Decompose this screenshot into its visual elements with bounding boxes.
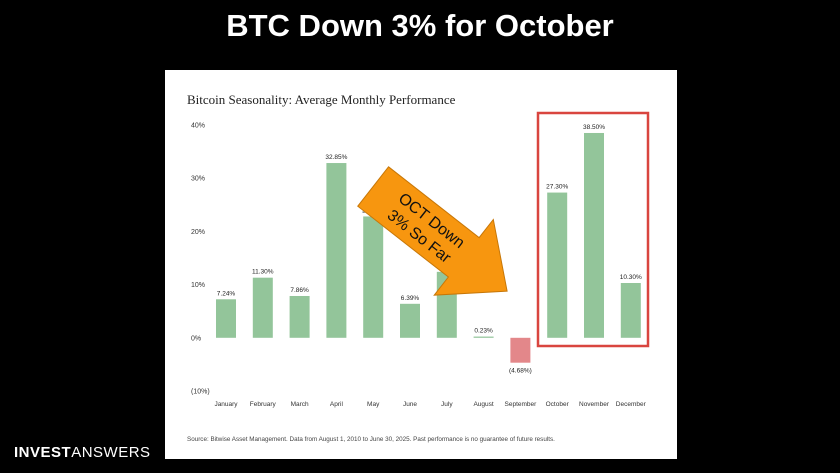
x-tick-label: June <box>403 401 417 408</box>
x-tick-label: April <box>330 401 344 408</box>
bar-june <box>400 303 420 338</box>
data-label: 38.50% <box>583 124 605 131</box>
x-tick-label: May <box>367 401 380 408</box>
y-tick-label: 20% <box>191 229 205 236</box>
bar-february <box>252 277 273 338</box>
seasonality-chart: Bitcoin Seasonality: Average Monthly Per… <box>187 92 650 443</box>
data-label: 11.30% <box>252 269 274 276</box>
data-label: 7.24% <box>217 290 236 297</box>
data-label: 0.23% <box>474 328 493 335</box>
bar-october <box>547 192 568 338</box>
y-axis: (10%) 0% 10% 20% 30% 40% <box>191 123 210 396</box>
x-tick-label: September <box>505 401 538 408</box>
bar-september <box>510 337 531 363</box>
bar-august <box>473 336 494 338</box>
x-tick-label: February <box>250 401 277 408</box>
data-label: 27.30% <box>546 184 568 191</box>
data-label: 6.39% <box>401 295 420 302</box>
bar-march <box>289 295 310 338</box>
chart-source: Source: Bitwise Asset Management. Data f… <box>187 436 555 443</box>
y-tick-label: 30% <box>191 176 205 183</box>
y-tick-label: (10%) <box>191 389 210 396</box>
y-tick-label: 10% <box>191 282 205 289</box>
arrow-shape <box>357 166 508 296</box>
x-axis: January February March April May June July Augu… <box>214 401 646 408</box>
x-tick-label: November <box>579 401 610 408</box>
chart-title: Bitcoin Seasonality: Average Monthly Per… <box>187 92 456 107</box>
bar-april <box>326 163 347 338</box>
bar-january <box>216 299 236 338</box>
x-tick-label: August <box>473 401 493 408</box>
x-tick-label: October <box>546 401 570 408</box>
y-tick-label: 40% <box>191 123 205 130</box>
x-tick-label: January <box>214 401 238 408</box>
headline: BTC Down 3% for October <box>226 8 614 43</box>
bar-may <box>363 216 384 338</box>
x-tick-label: March <box>291 401 309 408</box>
bar-december <box>620 283 641 338</box>
brand-logo: INVESTANSWERS <box>14 444 151 461</box>
highlight-box <box>536 111 650 348</box>
data-label: 7.86% <box>290 287 309 294</box>
data-label: (4.68%) <box>509 368 532 375</box>
chart-card: Bitcoin Seasonality: Average Monthly Per… <box>165 70 677 459</box>
bar-november <box>584 132 604 338</box>
data-label: 32.85% <box>325 154 347 161</box>
data-label: 10.30% <box>620 274 642 281</box>
x-tick-label: December <box>616 401 647 408</box>
x-tick-label: July <box>441 401 453 408</box>
y-tick-label: 0% <box>191 335 201 342</box>
